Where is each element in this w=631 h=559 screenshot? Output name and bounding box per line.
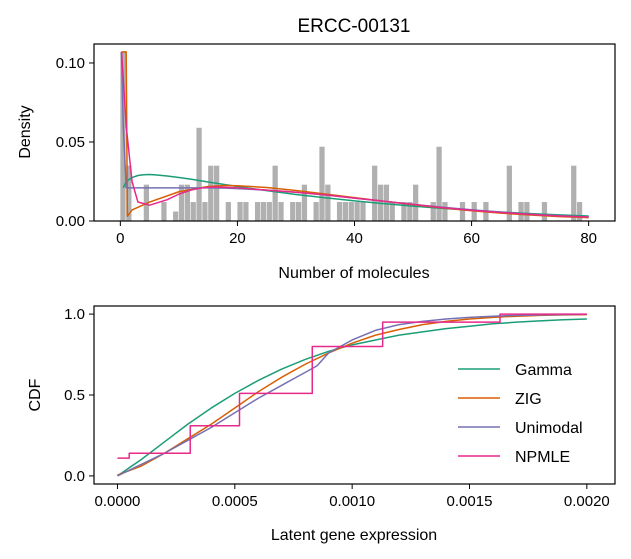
histogram-bar — [383, 184, 390, 221]
histogram-bar — [360, 202, 366, 221]
histogram-bar — [576, 202, 583, 221]
histogram-bar — [202, 202, 208, 221]
x-tick-label: 0.0000 — [95, 493, 141, 510]
legend-label-zig: ZIG — [515, 391, 542, 408]
histogram-panel: ERCC-00131 0 20 40 60 80 0.00 0.05 0.10 Number… — [17, 16, 616, 282]
y-axis: 0.00 0.05 0.10 — [56, 55, 94, 230]
histogram-bar — [407, 202, 413, 221]
y-axis-label: Density — [17, 105, 34, 158]
x-tick-label: 20 — [229, 230, 246, 247]
histogram-bar — [295, 202, 302, 221]
histogram-bar — [354, 202, 360, 221]
histogram-bar — [436, 146, 442, 221]
histogram-bar — [336, 202, 343, 221]
histogram-bar — [313, 202, 319, 221]
npmle-series-line — [120, 51, 589, 218]
histogram-bar — [272, 165, 278, 221]
y-tick-label: 1.0 — [64, 306, 85, 323]
histogram-bar — [266, 202, 272, 221]
histogram-bar — [126, 165, 132, 221]
histogram-bar — [237, 202, 243, 221]
histogram-bar — [225, 202, 231, 221]
histogram-bar — [372, 165, 378, 221]
histogram-bar — [208, 165, 214, 221]
histogram-bar — [260, 202, 267, 221]
chart-title: ERCC-00131 — [298, 16, 411, 37]
histogram-bar — [319, 146, 325, 221]
unimodal-series-line — [120, 51, 589, 218]
y-tick-label: 0.00 — [56, 213, 85, 230]
legend: Gamma ZIG Unimodal NPMLE — [458, 362, 583, 466]
y-axis-label: CDF — [27, 378, 44, 411]
x-tick-label: 0.0005 — [212, 493, 258, 510]
histogram-bar — [401, 202, 407, 221]
x-axis: 0.0000 0.0005 0.0010 0.0015 0.0020 — [95, 484, 610, 510]
y-tick-label: 0.05 — [56, 134, 85, 151]
x-tick-label: 80 — [580, 230, 597, 247]
histogram-bar — [348, 202, 354, 221]
histogram-bar — [459, 202, 466, 221]
histogram-bars — [120, 51, 583, 221]
histogram-bar — [342, 202, 349, 221]
legend-label-unimodal: Unimodal — [515, 420, 583, 437]
histogram-bar — [178, 184, 185, 221]
histogram-bar — [214, 165, 220, 221]
y-tick-label: 0.0 — [64, 468, 85, 485]
x-tick-label: 0 — [116, 230, 124, 247]
histogram-bar — [184, 184, 190, 221]
npmle-series-line — [117, 313, 587, 459]
y-tick-label: 0.10 — [56, 55, 85, 72]
density-curves — [120, 51, 589, 219]
histogram-bar — [325, 184, 331, 221]
x-tick-label: 0.0015 — [447, 493, 493, 510]
y-tick-label: 0.5 — [64, 387, 85, 404]
histogram-bar — [173, 211, 179, 221]
histogram-bar — [518, 202, 524, 221]
x-axis-label: Latent gene expression — [271, 527, 437, 544]
x-tick-label: 40 — [346, 230, 363, 247]
histogram-bar — [389, 202, 395, 221]
legend-label-gamma: Gamma — [515, 362, 572, 379]
y-axis: 0.0 0.5 1.0 — [64, 306, 94, 485]
x-tick-label: 0.0020 — [564, 493, 610, 510]
histogram-bar — [290, 202, 296, 221]
histogram-bar — [190, 202, 196, 221]
histogram-bar — [196, 127, 202, 221]
histogram-bar — [161, 202, 167, 221]
x-axis-label: Number of molecules — [278, 265, 429, 282]
histogram-bar — [571, 165, 577, 221]
histogram-bar — [278, 202, 284, 221]
histogram-bar — [120, 51, 126, 221]
x-tick-label: 60 — [463, 230, 480, 247]
x-axis: 0 20 40 60 80 — [116, 221, 597, 247]
cdf-panel: 0.0000 0.0005 0.0010 0.0015 0.0020 0.0 0.5 1.0… — [27, 305, 616, 544]
histogram-bar — [413, 184, 419, 221]
zig-series-line — [117, 313, 587, 476]
histogram-bar — [301, 184, 308, 221]
histogram-bar — [254, 202, 261, 221]
histogram-bar — [541, 202, 548, 221]
histogram-bar — [506, 165, 512, 221]
histogram-bar — [430, 202, 436, 221]
histogram-bar — [442, 202, 448, 221]
x-tick-label: 0.0010 — [329, 493, 375, 510]
gamma-series-line — [117, 318, 587, 477]
histogram-bar — [243, 202, 249, 221]
legend-label-npmle: NPMLE — [515, 449, 570, 466]
histogram-bar — [524, 202, 530, 221]
cdf-curves — [117, 313, 587, 477]
zig-series-line — [121, 51, 589, 219]
